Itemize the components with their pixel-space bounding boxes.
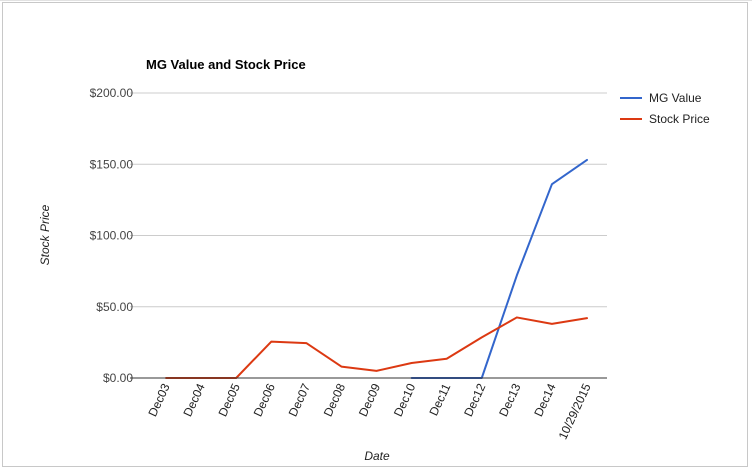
x-tick-label: Dec13 [496,381,523,419]
gridlines [130,92,607,308]
chart-frame [2,2,748,467]
y-tick-label: $50.00 [96,300,133,314]
x-tick-label: 10/29/2015 [556,381,594,442]
x-tick-label: Dec03 [145,381,172,419]
x-tick-label: Dec06 [251,381,278,419]
x-axis-tick-labels: Dec03 Dec04 Dec05 Dec06 Dec07 Dec08 Dec09 Dec10… [145,381,593,442]
x-tick-label: Dec11 [426,381,453,418]
y-axis-tick-labels: $0.00 $50.00 $100.00 $150.00 $200.00 [90,86,134,385]
x-tick-label: Dec04 [180,381,207,419]
x-tick-label: Dec08 [321,381,348,419]
y-tick-label: $0.00 [103,371,133,385]
x-tick-label: Dec05 [216,381,243,419]
y-tick-label: $100.00 [90,229,134,243]
x-tick-label: Dec10 [391,381,418,419]
y-tick-label: $200.00 [90,86,134,100]
x-tick-label: Dec14 [531,381,558,419]
series-line-mg-value [410,158,588,379]
series-lines [165,158,588,379]
y-axis-title: Stock Price [38,204,52,265]
legend: MG Value Stock Price [620,91,710,126]
legend-label-stock-price: Stock Price [649,112,710,126]
x-axis-title: Date [364,449,390,463]
y-tick-label: $150.00 [90,157,134,171]
chart-title: MG Value and Stock Price [146,57,306,72]
legend-label-mg-value: MG Value [649,91,702,105]
x-tick-label: Dec12 [461,381,488,419]
x-tick-label: Dec09 [356,381,383,419]
series-line-stock-price [165,316,588,379]
x-tick-label: Dec07 [286,381,313,419]
